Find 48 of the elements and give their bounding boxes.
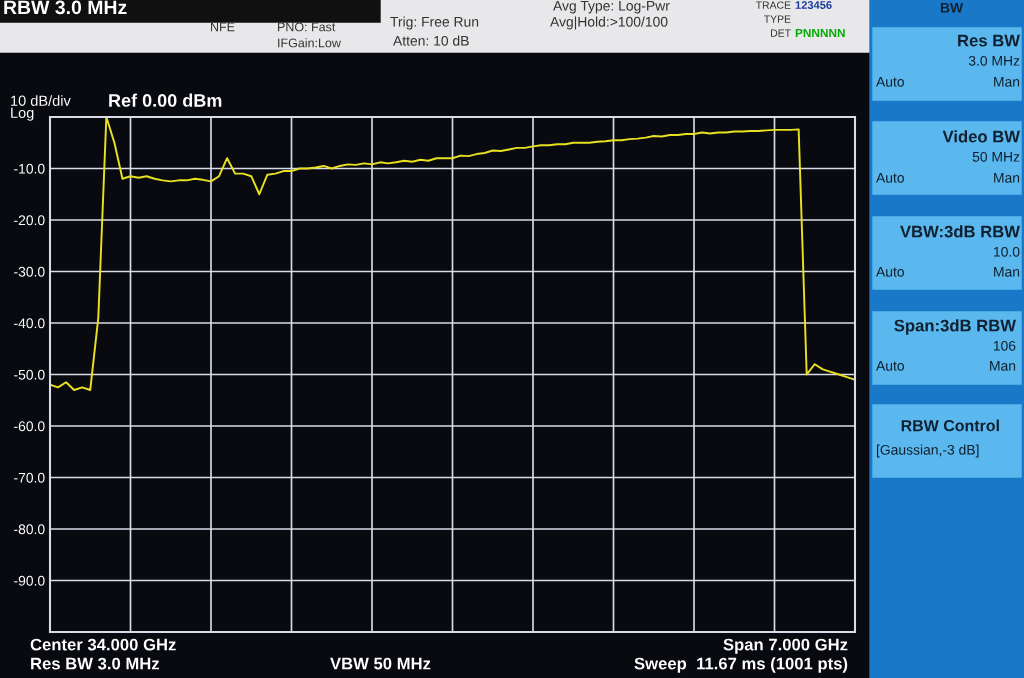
chart-title: Ref 0.00 dBm <box>109 93 222 107</box>
text: 50 MHz <box>972 151 1020 162</box>
text: Auto <box>876 267 904 277</box>
text: BW <box>940 3 964 13</box>
text: IFGain:Low <box>278 38 341 48</box>
y-tick-label: -20.0 <box>14 215 45 226</box>
text: TRACE <box>755 1 791 9</box>
text: Res BW <box>958 34 1020 47</box>
text: Auto <box>876 173 904 183</box>
text: Trig: Free Run <box>390 16 479 30</box>
text: VBW:3dB RBW <box>900 225 1020 238</box>
text: Avg|Hold:>100/100 <box>550 16 668 30</box>
text: Video BW <box>942 130 1020 143</box>
text: VBW 50 MHz <box>330 657 431 670</box>
text: Span 7.000 GHz <box>723 638 848 654</box>
text: TYPE <box>764 15 791 23</box>
text: PNO: Fast <box>278 22 336 32</box>
text: Man <box>994 173 1020 183</box>
y-tick-label: -90.0 <box>14 575 45 586</box>
y-tick-label: -40.0 <box>14 318 45 329</box>
text: RBW Control <box>901 419 999 432</box>
text: Span:3dB RBW <box>894 319 1016 335</box>
text: [Gaussian,-3 dB] <box>876 444 979 458</box>
text: 10.0 <box>994 246 1020 257</box>
text: Avg Type: Log-Pwr <box>553 1 670 14</box>
text: NFE <box>211 22 235 32</box>
text: Man <box>994 77 1020 87</box>
text: 3.0 MHz <box>968 55 1020 66</box>
y-axis-title: 10 dB/div Log <box>11 95 71 121</box>
text: Atten: 10 dB <box>393 35 469 46</box>
text: PNNNNN <box>795 28 845 38</box>
text: Res BW 3.0 MHz <box>31 657 160 670</box>
y-tick-label: -80.0 <box>14 524 45 535</box>
text: DET <box>771 29 791 37</box>
y-tick-label: -60.0 <box>14 421 45 432</box>
text: Auto <box>876 361 904 371</box>
y-tick-label: -10.0 <box>14 163 45 174</box>
text: Man <box>990 361 1016 371</box>
text: Sweep 11.67 ms (1001 pts) <box>634 657 848 673</box>
y-tick-label: -70.0 <box>14 472 45 483</box>
text: Center 34.000 GHz <box>30 638 176 651</box>
y-tick-label: -30.0 <box>14 266 45 277</box>
text: Man <box>994 267 1020 277</box>
text: Auto <box>876 77 904 87</box>
text: 106 <box>993 340 1016 351</box>
y-tick-label: -50.0 <box>14 369 45 380</box>
text: 123456 <box>795 1 832 9</box>
text: RBW 3.0 MHz <box>4 0 127 15</box>
